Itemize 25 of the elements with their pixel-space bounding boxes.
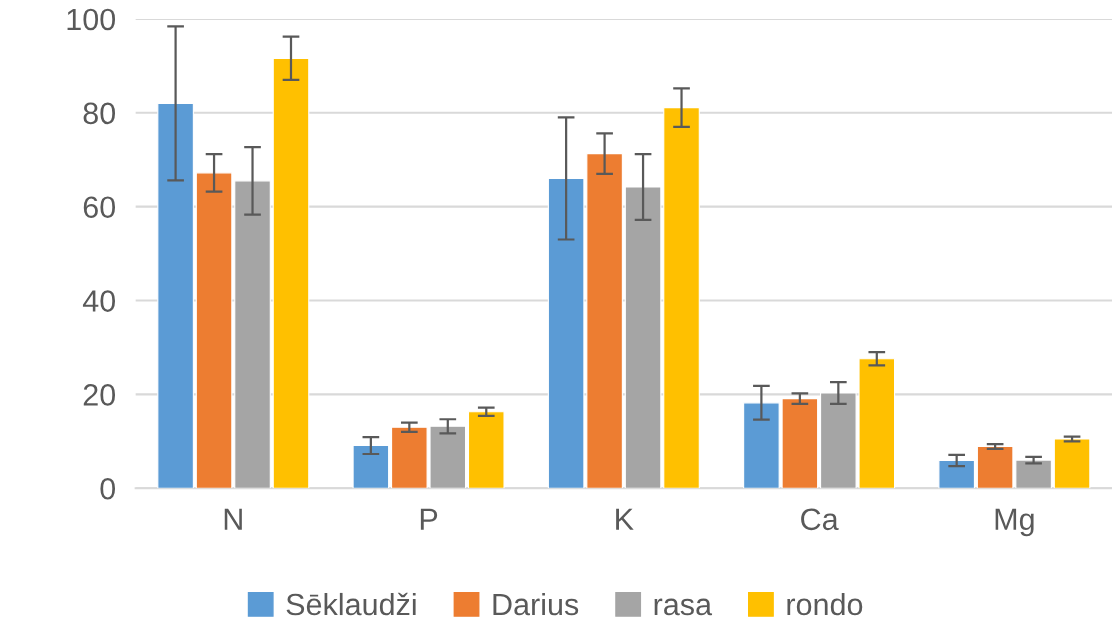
legend-label: rondo	[787, 592, 863, 616]
legend-label: rasa	[654, 598, 713, 616]
bar	[195, 172, 233, 489]
bar	[272, 57, 310, 489]
bar	[157, 102, 194, 489]
bar	[663, 107, 700, 489]
x-tick-label: P	[420, 508, 438, 530]
y-tick-label: 80	[83, 102, 116, 125]
x-tick-label: N	[224, 508, 242, 530]
y-tick-label: 0	[100, 477, 116, 500]
bar	[624, 186, 662, 489]
x-tick-label: K	[616, 508, 634, 530]
y-tick-label: 100	[67, 8, 116, 31]
x-tick-label: Ca	[801, 508, 839, 531]
y-tick-label: 20	[83, 384, 116, 406]
legend-label: Sēklaudži	[286, 592, 416, 616]
bar	[1053, 438, 1091, 489]
bar	[352, 444, 390, 489]
y-tick-label: 40	[82, 290, 116, 312]
bar	[234, 180, 271, 489]
bar	[467, 411, 505, 489]
legend-label: Darius	[493, 592, 579, 616]
x-tick-label: Mg	[995, 508, 1034, 537]
y-tick-label: 60	[83, 196, 116, 219]
bar	[938, 460, 975, 489]
